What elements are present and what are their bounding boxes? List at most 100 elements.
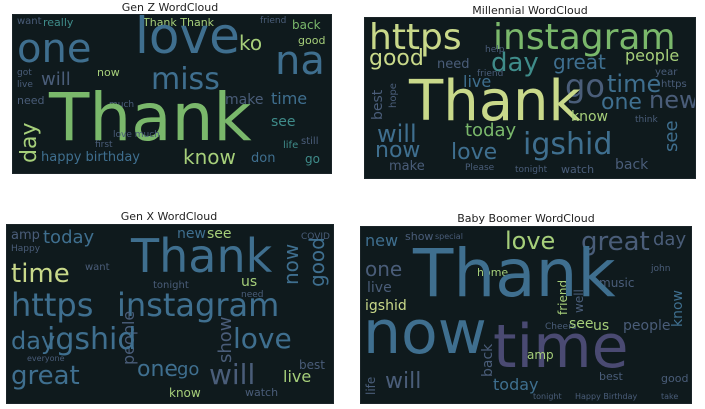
word: COVID [301, 232, 330, 242]
millennial-title: Millennial WordCloud [472, 4, 588, 17]
word: Thank Thank [143, 16, 215, 29]
word: much [109, 100, 135, 110]
word: time [271, 89, 308, 108]
word: time [607, 70, 662, 98]
word: see [271, 114, 296, 130]
word: first [95, 140, 113, 150]
word: new [365, 231, 399, 250]
word: make [225, 92, 264, 108]
word: miss [151, 62, 220, 97]
word: day [11, 327, 56, 355]
word: john [651, 264, 671, 274]
word: everyone [27, 354, 65, 363]
word: one [17, 26, 92, 72]
word: happy birthday [41, 150, 140, 165]
word: go [177, 359, 200, 380]
word: hope [388, 83, 399, 108]
word: time [493, 312, 629, 382]
word: will [209, 358, 256, 391]
word: live [367, 280, 392, 296]
word: now [375, 138, 421, 163]
word: igshid [47, 322, 137, 357]
word: don [251, 151, 276, 166]
word: love [233, 322, 292, 355]
word: know [571, 109, 608, 125]
word: Happy [11, 244, 41, 254]
word: now [279, 243, 303, 285]
boomer-wordcloud: new show special love great day one live… [360, 226, 692, 404]
word: tonight [153, 280, 189, 291]
genx-title: Gen X WordCloud [120, 210, 218, 223]
word: love [505, 227, 556, 255]
word: really [43, 16, 74, 29]
word: https [11, 286, 94, 324]
word: tonight [515, 165, 548, 175]
millennial-wordcloud: https instagram good need day great go p… [364, 17, 696, 179]
word: life [364, 376, 378, 395]
word: ko [239, 31, 263, 55]
word: show [405, 230, 434, 243]
word: got [17, 68, 32, 78]
word: new [177, 226, 206, 242]
word: one [365, 257, 403, 281]
word: live [283, 367, 312, 386]
word: will [377, 120, 417, 148]
word: special [435, 232, 463, 241]
word: help [485, 45, 505, 55]
word: home [477, 266, 509, 279]
word: back [615, 157, 649, 173]
boomer-title: Baby Boomer WordCloud [457, 212, 595, 225]
word: one [601, 90, 642, 115]
word: watch [561, 163, 595, 176]
word: us [593, 318, 610, 334]
word: Please [465, 163, 495, 173]
genz-wordcloud: want really Thank Thank friend back love… [12, 14, 332, 174]
word: year [655, 67, 678, 78]
word: good [298, 34, 326, 47]
word: great [553, 50, 606, 74]
word: think [635, 115, 658, 125]
word: know [670, 290, 686, 327]
word: still [301, 136, 319, 147]
word: back [480, 343, 496, 377]
word: one [137, 357, 178, 382]
word: love [135, 14, 240, 65]
word: tonight [533, 392, 562, 401]
word: good [305, 237, 329, 287]
word: live [463, 72, 492, 91]
word: us [241, 274, 258, 290]
word: want [17, 16, 42, 27]
word: back [292, 18, 321, 32]
word: friend [477, 69, 504, 79]
word: will [385, 369, 422, 394]
word: watch [245, 386, 279, 399]
word: make [389, 159, 425, 174]
word: take [661, 392, 679, 401]
word: amp [11, 228, 40, 243]
word: people [623, 318, 671, 334]
word: today [493, 375, 539, 394]
genx-wordcloud: amp today new see COVID Happy Thank now … [6, 224, 334, 404]
word: today [43, 227, 95, 248]
word: instagram [117, 286, 280, 324]
word: see [569, 316, 594, 332]
word: good [369, 46, 424, 71]
boomer-panel: Baby Boomer WordCloud new show special l… [356, 212, 696, 404]
word: friend [260, 16, 287, 26]
word: today [465, 120, 517, 141]
word: life [283, 140, 299, 151]
word: now [97, 66, 120, 79]
word: need [241, 290, 264, 300]
word: now [363, 298, 487, 368]
word: see [207, 226, 232, 242]
word: need [17, 94, 45, 107]
word: day [491, 48, 539, 78]
word: know [169, 386, 201, 400]
genz-panel: Gen Z WordCloud want really Thank Thank … [10, 0, 332, 180]
word: live [17, 80, 33, 90]
word: best [299, 358, 325, 372]
word: new [649, 86, 696, 114]
word: great [581, 227, 650, 257]
word: na [275, 38, 325, 84]
word: music [599, 276, 635, 290]
